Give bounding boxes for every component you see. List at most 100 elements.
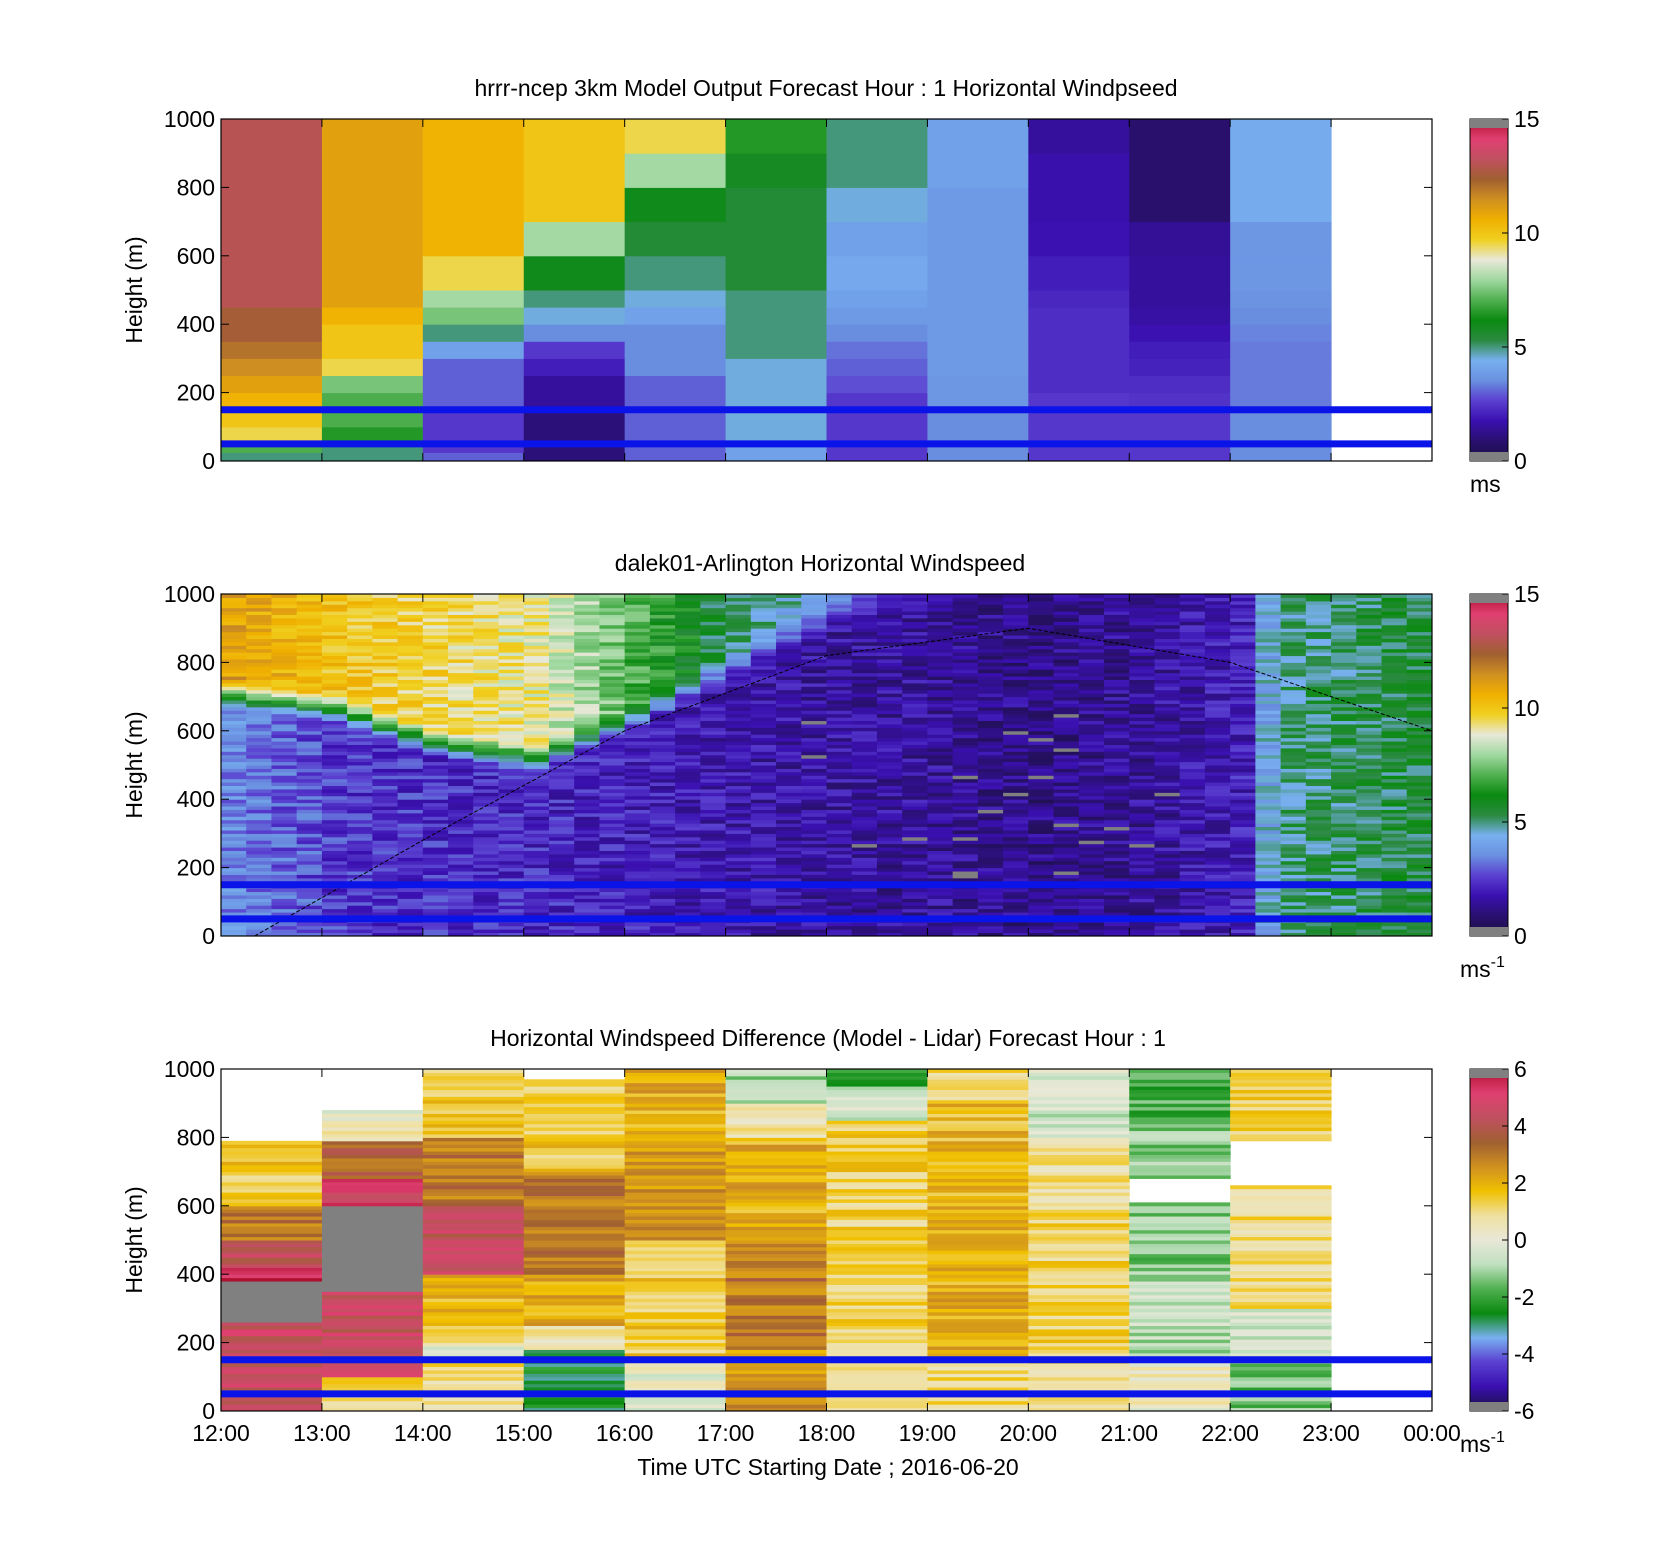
heatmap-cell — [776, 860, 802, 865]
heatmap-cell — [1078, 737, 1105, 742]
heatmap-cell — [902, 765, 928, 769]
heatmap-cell — [1331, 628, 1357, 633]
heatmap-cell — [1255, 635, 1282, 639]
heatmap-cell — [725, 635, 752, 639]
heatmap-cell — [1331, 652, 1357, 657]
heatmap-cell — [498, 771, 525, 776]
heatmap-cell — [826, 850, 853, 855]
heatmap-cell — [1078, 645, 1105, 650]
heatmap-cell — [826, 594, 853, 598]
heatmap-cell — [548, 795, 575, 800]
heatmap-cell — [599, 703, 626, 708]
heatmap-cell — [296, 611, 323, 616]
heatmap-cell — [851, 682, 878, 687]
heatmap-cell — [473, 874, 500, 879]
heatmap-cell — [1078, 594, 1105, 598]
heatmap-cell — [1053, 621, 1080, 626]
heatmap-cell — [876, 741, 903, 745]
heatmap-cell — [498, 662, 525, 667]
heatmap-cell — [725, 703, 752, 708]
heatmap-cell — [1230, 788, 1256, 793]
heatmap-cell — [296, 665, 323, 670]
heatmap-cell — [1406, 802, 1432, 807]
heatmap-cell — [851, 614, 878, 619]
heatmap-cell — [1129, 737, 1155, 742]
heatmap-cell — [624, 717, 651, 722]
heatmap-cell — [347, 751, 373, 756]
heatmap-cell — [952, 891, 979, 896]
heatmap-cell — [548, 829, 575, 834]
heatmap-cell — [1305, 717, 1332, 722]
heatmap-cell — [1255, 710, 1282, 715]
heatmap-cell — [1255, 686, 1282, 691]
heatmap-cell — [725, 727, 752, 732]
heatmap-cell — [675, 706, 701, 711]
heatmap-cell — [1356, 723, 1383, 728]
heatmap-cell — [1104, 860, 1130, 865]
heatmap-cell — [801, 734, 827, 739]
heatmap-cell — [776, 799, 802, 804]
heatmap-cell — [1255, 867, 1282, 872]
heatmap-cell — [321, 669, 348, 674]
heatmap-cell — [221, 761, 247, 766]
heatmap-cell — [624, 597, 651, 602]
heatmap-cell — [750, 597, 777, 602]
heatmap-cell — [1230, 119, 1332, 154]
heatmap-cell — [725, 864, 752, 869]
heatmap-cell — [498, 788, 525, 793]
heatmap-cell — [221, 375, 323, 394]
heatmap-cell — [1230, 703, 1256, 708]
heatmap-cell — [1104, 727, 1130, 732]
heatmap-cell — [624, 901, 651, 906]
heatmap-cell — [1104, 628, 1130, 633]
heatmap-cell — [649, 737, 676, 742]
heatmap-cell — [1356, 727, 1383, 732]
heatmap-cell — [1280, 758, 1307, 763]
heatmap-cell — [776, 679, 802, 684]
heatmap-cell — [750, 662, 777, 667]
heatmap-cell — [296, 607, 323, 612]
heatmap-cell — [776, 624, 802, 629]
heatmap-cell — [1104, 717, 1130, 722]
heatmap-cell — [523, 375, 626, 394]
heatmap-cell — [700, 758, 727, 763]
heatmap-cell — [1053, 652, 1080, 657]
heatmap-cell — [876, 761, 903, 766]
heatmap-cell — [649, 771, 676, 776]
heatmap-cell — [902, 669, 928, 674]
heatmap-cell — [296, 751, 323, 756]
heatmap-cell — [725, 669, 752, 674]
heatmap-cell — [548, 894, 575, 899]
heatmap-cell — [1204, 679, 1231, 684]
heatmap-cell — [1331, 871, 1357, 875]
heatmap-cell — [1406, 877, 1432, 882]
heatmap-cell — [271, 741, 298, 745]
heatmap-cell — [1154, 765, 1181, 769]
heatmap-cell — [927, 713, 954, 718]
heatmap-cell — [1028, 255, 1130, 291]
heatmap-cell — [1230, 901, 1256, 906]
heatmap-cell — [397, 853, 424, 858]
heatmap-cell — [902, 932, 928, 936]
heatmap-cell — [1078, 734, 1105, 739]
heatmap-cell — [1204, 648, 1231, 653]
heatmap-cell — [700, 768, 727, 773]
heatmap-cell — [296, 874, 323, 879]
heatmap-cell — [776, 706, 802, 711]
heatmap-cell — [347, 665, 373, 670]
heatmap-cell — [1053, 922, 1080, 927]
heatmap-cell — [372, 672, 399, 677]
heatmap-cell — [1255, 751, 1282, 756]
heatmap-cell — [1280, 617, 1307, 622]
heatmap-cell — [448, 717, 474, 722]
heatmap-cell — [675, 737, 701, 742]
heatmap-cell — [347, 717, 373, 722]
heatmap-cell — [1028, 635, 1055, 639]
heatmap-cell — [876, 867, 903, 872]
heatmap-cell — [675, 809, 701, 814]
heatmap-cell — [1255, 778, 1282, 783]
heatmap-cell — [221, 826, 247, 831]
heatmap-cell — [1053, 617, 1080, 622]
heatmap-cell — [498, 806, 525, 810]
heatmap-cell — [1305, 713, 1332, 718]
